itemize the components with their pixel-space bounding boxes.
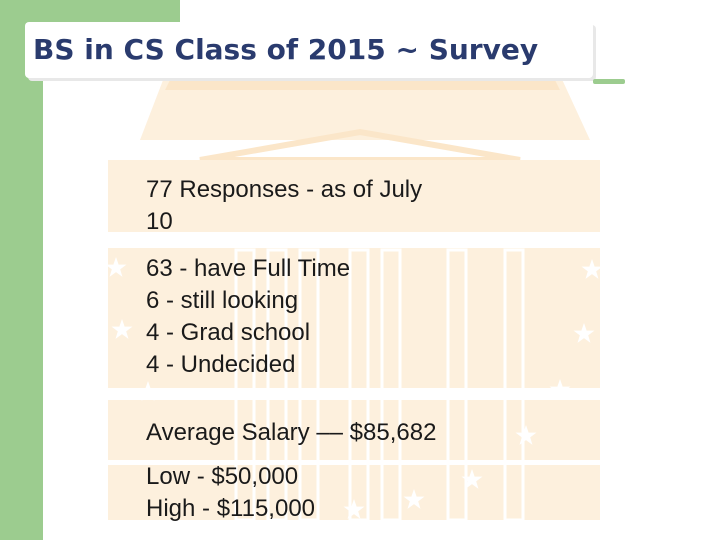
average-salary-block: Average Salary –– $85,682 xyxy=(146,417,436,449)
low-salary: Low - $50,000 xyxy=(146,463,299,490)
outcome-undecided: 4 - Undecided xyxy=(146,351,296,378)
star-icon xyxy=(461,469,483,489)
star-icon xyxy=(105,257,127,277)
star-icon xyxy=(581,259,603,279)
star-icon xyxy=(137,381,159,401)
high-salary: High - $115,000 xyxy=(146,495,316,522)
star-icon xyxy=(549,379,571,399)
responses-line-continued: 10 xyxy=(146,208,173,235)
star-icon xyxy=(111,319,133,339)
salary-range-block: Low - $50,000 High - $115,000 xyxy=(146,461,315,525)
average-salary: Average Salary –– $85,682 xyxy=(146,419,437,446)
title-box xyxy=(25,22,593,78)
title-accent-line xyxy=(593,79,625,84)
outcomes-list: 63 - have Full Time 6 - still looking 4 … xyxy=(146,253,350,381)
star-icon xyxy=(403,489,425,509)
slide-title: BS in CS Class of 2015 ~ Survey xyxy=(33,33,539,66)
outcome-still-looking: 6 - still looking xyxy=(146,287,299,314)
left-green-bar xyxy=(0,0,43,540)
outcome-grad-school: 4 - Grad school xyxy=(146,319,311,346)
responses-block: 77 Responses - as of July 10 xyxy=(146,174,422,238)
star-icon xyxy=(515,425,537,445)
responses-line: 77 Responses - as of July xyxy=(146,176,423,203)
outcome-full-time: 63 - have Full Time xyxy=(146,255,351,282)
star-icon xyxy=(573,323,595,343)
star-icon xyxy=(343,499,365,519)
top-green-band xyxy=(43,0,180,25)
